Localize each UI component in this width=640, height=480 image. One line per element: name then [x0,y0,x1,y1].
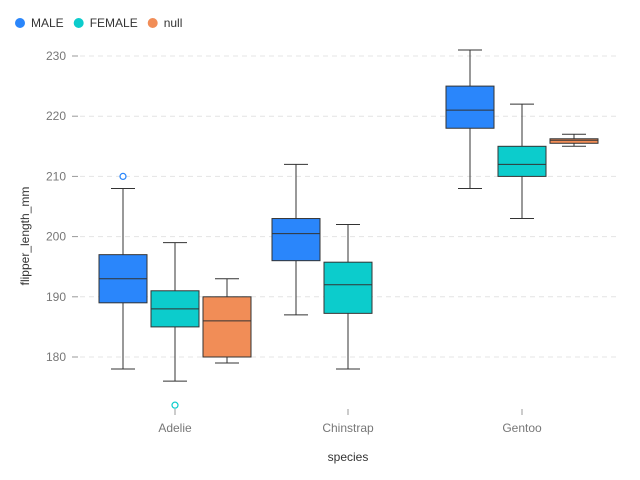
legend-swatch [147,18,158,28]
legend-swatch [15,18,25,28]
x-tick-label-adelie: Adelie [158,421,192,435]
legend: MALE FEMALE null [15,16,182,30]
iqr-box [323,261,373,314]
legend-label: null [164,16,183,30]
y-tick-label-180: 180 [46,350,66,364]
box-null-adelie[interactable] [202,278,252,364]
iqr-box [271,218,321,262]
outlier-point [119,172,127,180]
y-tick-label-200: 200 [46,230,66,244]
legend-swatch [73,18,84,28]
y-tick-label-210: 210 [46,169,66,183]
iqr-box [497,145,547,177]
y-tick-label-220: 220 [46,109,66,123]
y-tick-label-190: 190 [46,290,66,304]
y-tick-label-230: 230 [46,49,66,63]
box-null-gentoo[interactable] [549,133,599,147]
y-axis-ticks: 180 190 200 210 220 230 [46,49,78,364]
box-male-adelie[interactable] [98,172,148,370]
x-tick-label-gentoo: Gentoo [502,421,542,435]
box-male-chinstrap[interactable] [271,163,321,316]
legend-item-female[interactable]: FEMALE [73,16,138,30]
box-male-gentoo[interactable] [445,49,495,189]
iqr-box [445,85,495,129]
legend-item-male[interactable]: MALE [15,16,64,30]
legend-label: MALE [31,16,64,30]
x-axis-ticks: Adelie Chinstrap Gentoo [158,409,542,435]
iqr-box [549,138,599,144]
legend-label: FEMALE [90,16,138,30]
x-axis-title: species [328,450,369,464]
x-tick-label-chinstrap: Chinstrap [322,421,374,435]
box-female-chinstrap[interactable] [323,224,373,370]
box-female-gentoo[interactable] [497,103,547,220]
box-series [98,49,599,409]
legend-item-null[interactable]: null [147,16,183,30]
iqr-box [202,296,252,358]
y-axis-title: flipper_length_mm [18,187,32,286]
box-female-adelie[interactable] [150,242,200,409]
outlier-point [171,401,179,409]
